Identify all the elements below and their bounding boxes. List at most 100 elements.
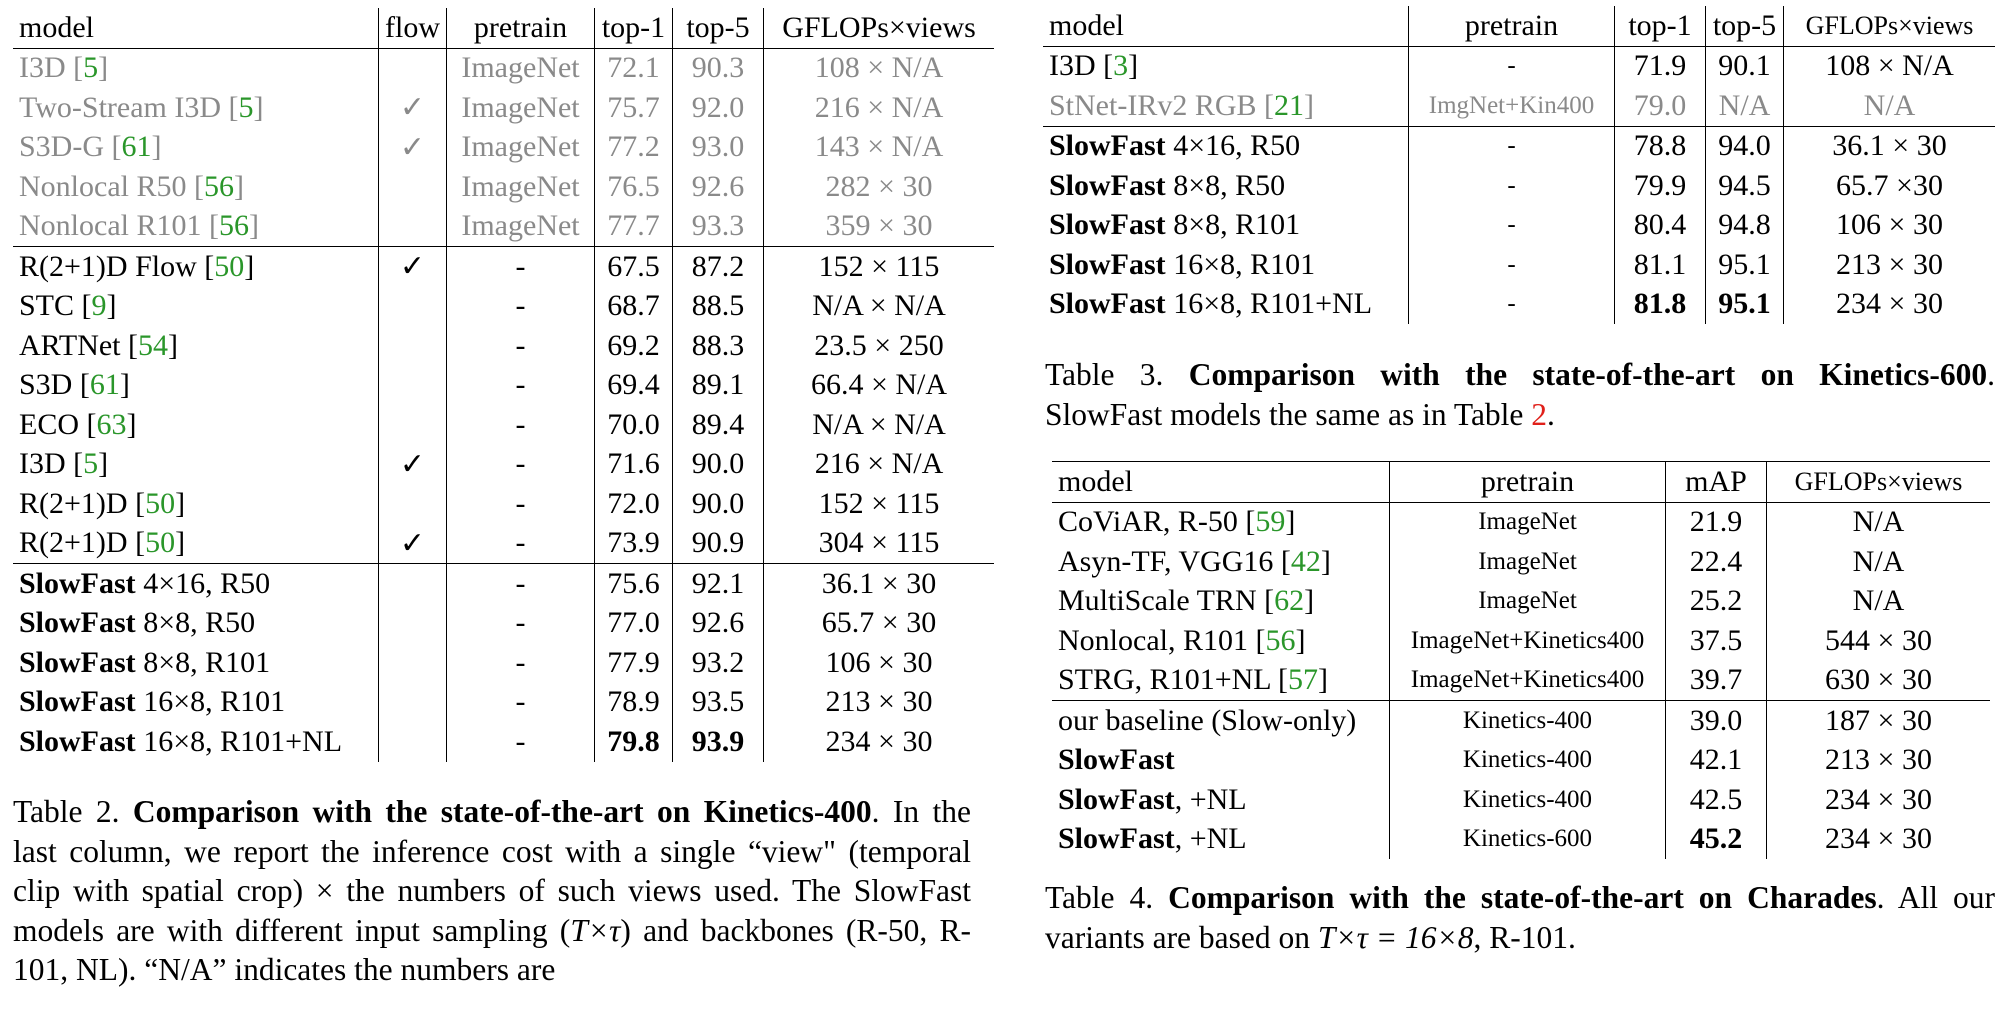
table-row: SlowFast 4×16, R50-78.8 94.0 36.1 × 30 [1043,125,1995,166]
table-cell: 45.2 [1665,819,1767,859]
header-row: model flow pretrain top-1 top-5 GFLOPs×views [13,8,994,49]
text-segment: . [1547,396,1555,432]
table-row: I3D [5] ✓ -71.6 90.0 216 × N/A [13,444,994,484]
table-cell: N/A × N/A [812,289,946,323]
text-segment: 50 [214,249,245,283]
text-segment: 59 [1255,505,1286,539]
table-cell: R(2+1)D Flow [50] [13,246,379,287]
column-header: GFLOPs×views [1766,461,1990,503]
column-header: pretrain [1408,6,1615,47]
table-row: SlowFast, +NL Kinetics-600 45.2 234 × 30 [1052,819,1990,859]
text-segment: Nonlocal, R101 [ [1058,623,1266,657]
table-cell [378,167,447,207]
table-cell: - [446,246,595,287]
table-row: S3D [61] -69.4 89.1 66.4 × N/A [13,365,994,405]
table-cell: S3D [61] [13,365,379,405]
table-cell: 213 × 30 [1836,247,1943,281]
text-segment: 8×8, R50 [1165,168,1286,202]
text-segment: I3D [ [19,51,84,85]
table-cell [378,643,447,683]
table-cell: - [1408,284,1615,324]
text-segment: 54 [138,328,169,362]
text-segment: Table 4. [1045,880,1169,915]
table-cell: - [446,563,595,604]
table-cell: SlowFast 8×8, R50 [13,603,379,643]
table-row: SlowFast 8×8, R50 -77.0 92.6 65.7 × 30 [13,603,994,643]
table-cell: 77.9 [594,643,673,683]
table-cell: SlowFast [1052,740,1390,780]
table-row: StNet-IRv2 RGB [21] ImgNet+Kin400 79.0 N/A N… [1043,86,1995,126]
table-row: Nonlocal, R101 [56] ImageNet+Kinetics400 3… [1052,621,1990,661]
table-row: MultiScale TRN [62] ImageNet 25.2 N/A [1052,581,1990,621]
table-row: our baseline (Slow-only) Kinetics-400 39.0… [1052,700,1990,741]
text-segment: 95.1 [1718,287,1771,321]
text-segment: ] [1304,584,1315,618]
table-cell: ImageNet [1389,542,1666,582]
column-header: mAP [1665,461,1767,503]
table-cell: 90.1 [1705,46,1784,86]
table-cell: 94.0 [1705,125,1784,166]
table-cell: - [446,326,595,366]
table-cell: ImageNet+Kinetics400 [1389,660,1666,701]
text-segment: StNet-IRv2 RGB [ [1049,88,1274,122]
table-cell: 42.1 [1665,740,1767,780]
table-4: model pretrain mAP GFLOPs×views CoViAR, R-50… [1052,461,1990,859]
text-segment: 3 [1113,49,1129,83]
table-cell: 88.3 [672,326,764,366]
text-segment: ) and backbones (R-50, R-101, NL). “N/A”… [13,912,971,988]
text-segment: 81.8 [1633,287,1687,321]
table-cell: 234 × 30 [1836,287,1943,321]
table-cell: - [446,484,595,524]
table-cell: 66.4 × N/A [810,368,948,402]
text-segment: 56 [1265,623,1296,657]
text-segment: 5 [83,51,99,85]
table-cell: StNet-IRv2 RGB [21] [1043,86,1409,126]
table-cell: N/A [1863,88,1916,122]
table-cell: S3D-G [61] [13,127,379,167]
text-segment: ] [175,526,186,560]
text-segment: ] [1320,544,1331,578]
text-segment: Comparison with the state-of-the-art on … [1188,357,1988,392]
table-row: SlowFast 16×8, R101+NL -81.8 95.1 234 × 30 [1043,284,1995,324]
text-segment: T×τ = 16×8 [1317,919,1474,955]
table-cell: Two-Stream I3D [5] [13,88,379,128]
table-cell: - [446,365,595,405]
text-segment: S3D-G [ [19,130,122,164]
text-segment: 62 [1274,584,1305,618]
table-cell: 80.4 [1614,205,1706,245]
table-cell: 152 × 115 [763,246,994,287]
table-cell: - [1408,166,1615,206]
text-segment: S3D [ [19,368,90,402]
table-row: CoViAR, R-50 [59] ImageNet 21.9 N/A [1052,502,1990,542]
table-cell: 89.4 [672,405,764,445]
table-cell: - [1408,205,1615,245]
table-cell: 304 × 115 [818,526,940,560]
text-segment: 16×8, R101 [1165,247,1316,281]
text-segment: SlowFast [19,606,136,640]
table-cell: 216 × N/A [814,447,944,481]
table-cell: 78.8 [1614,125,1706,166]
text-segment: I3D [ [19,447,84,481]
table-cell: STRG, R101+NL [57] [1052,660,1390,701]
table-cell: - [446,643,595,683]
column-header: top-1 [1614,6,1706,47]
column-header: top-1 [594,8,673,49]
text-segment: 16×8, R101+NL [135,724,343,758]
table-cell: Kinetics-400 [1389,780,1666,820]
header-row: model pretrain top-1 top-5 GFLOPs×views [1043,6,1995,47]
text-segment: SlowFast [19,566,136,600]
table-row: SlowFast 16×8, R101+NL -79.8 93.9 234 × 30 [13,722,994,762]
text-segment: ] [1304,88,1314,122]
table-cell: 79.0 [1614,86,1706,126]
row-group: I3D [3] -71.9 90.1 108 × N/A StNet-IRv2 RGB … [1043,46,1995,126]
table-cell: SlowFast 16×8, R101 [1043,245,1409,285]
table-cell: N/A [1705,86,1784,126]
text-segment: Two-Stream I3D [ [19,90,239,124]
table-cell: SlowFast 16×8, R101 [13,682,379,722]
table-cell: 87.2 [672,246,764,287]
table-2: model flow pretrain top-1 top-5 GFLOPs×views I… [13,8,994,762]
table-row: Nonlocal R101 [56] ImageNet 77.7 93.3 359 × … [13,206,994,247]
table-3: model pretrain top-1 top-5 GFLOPs×views I3D [… [1043,6,1995,324]
table-cell [378,405,447,445]
